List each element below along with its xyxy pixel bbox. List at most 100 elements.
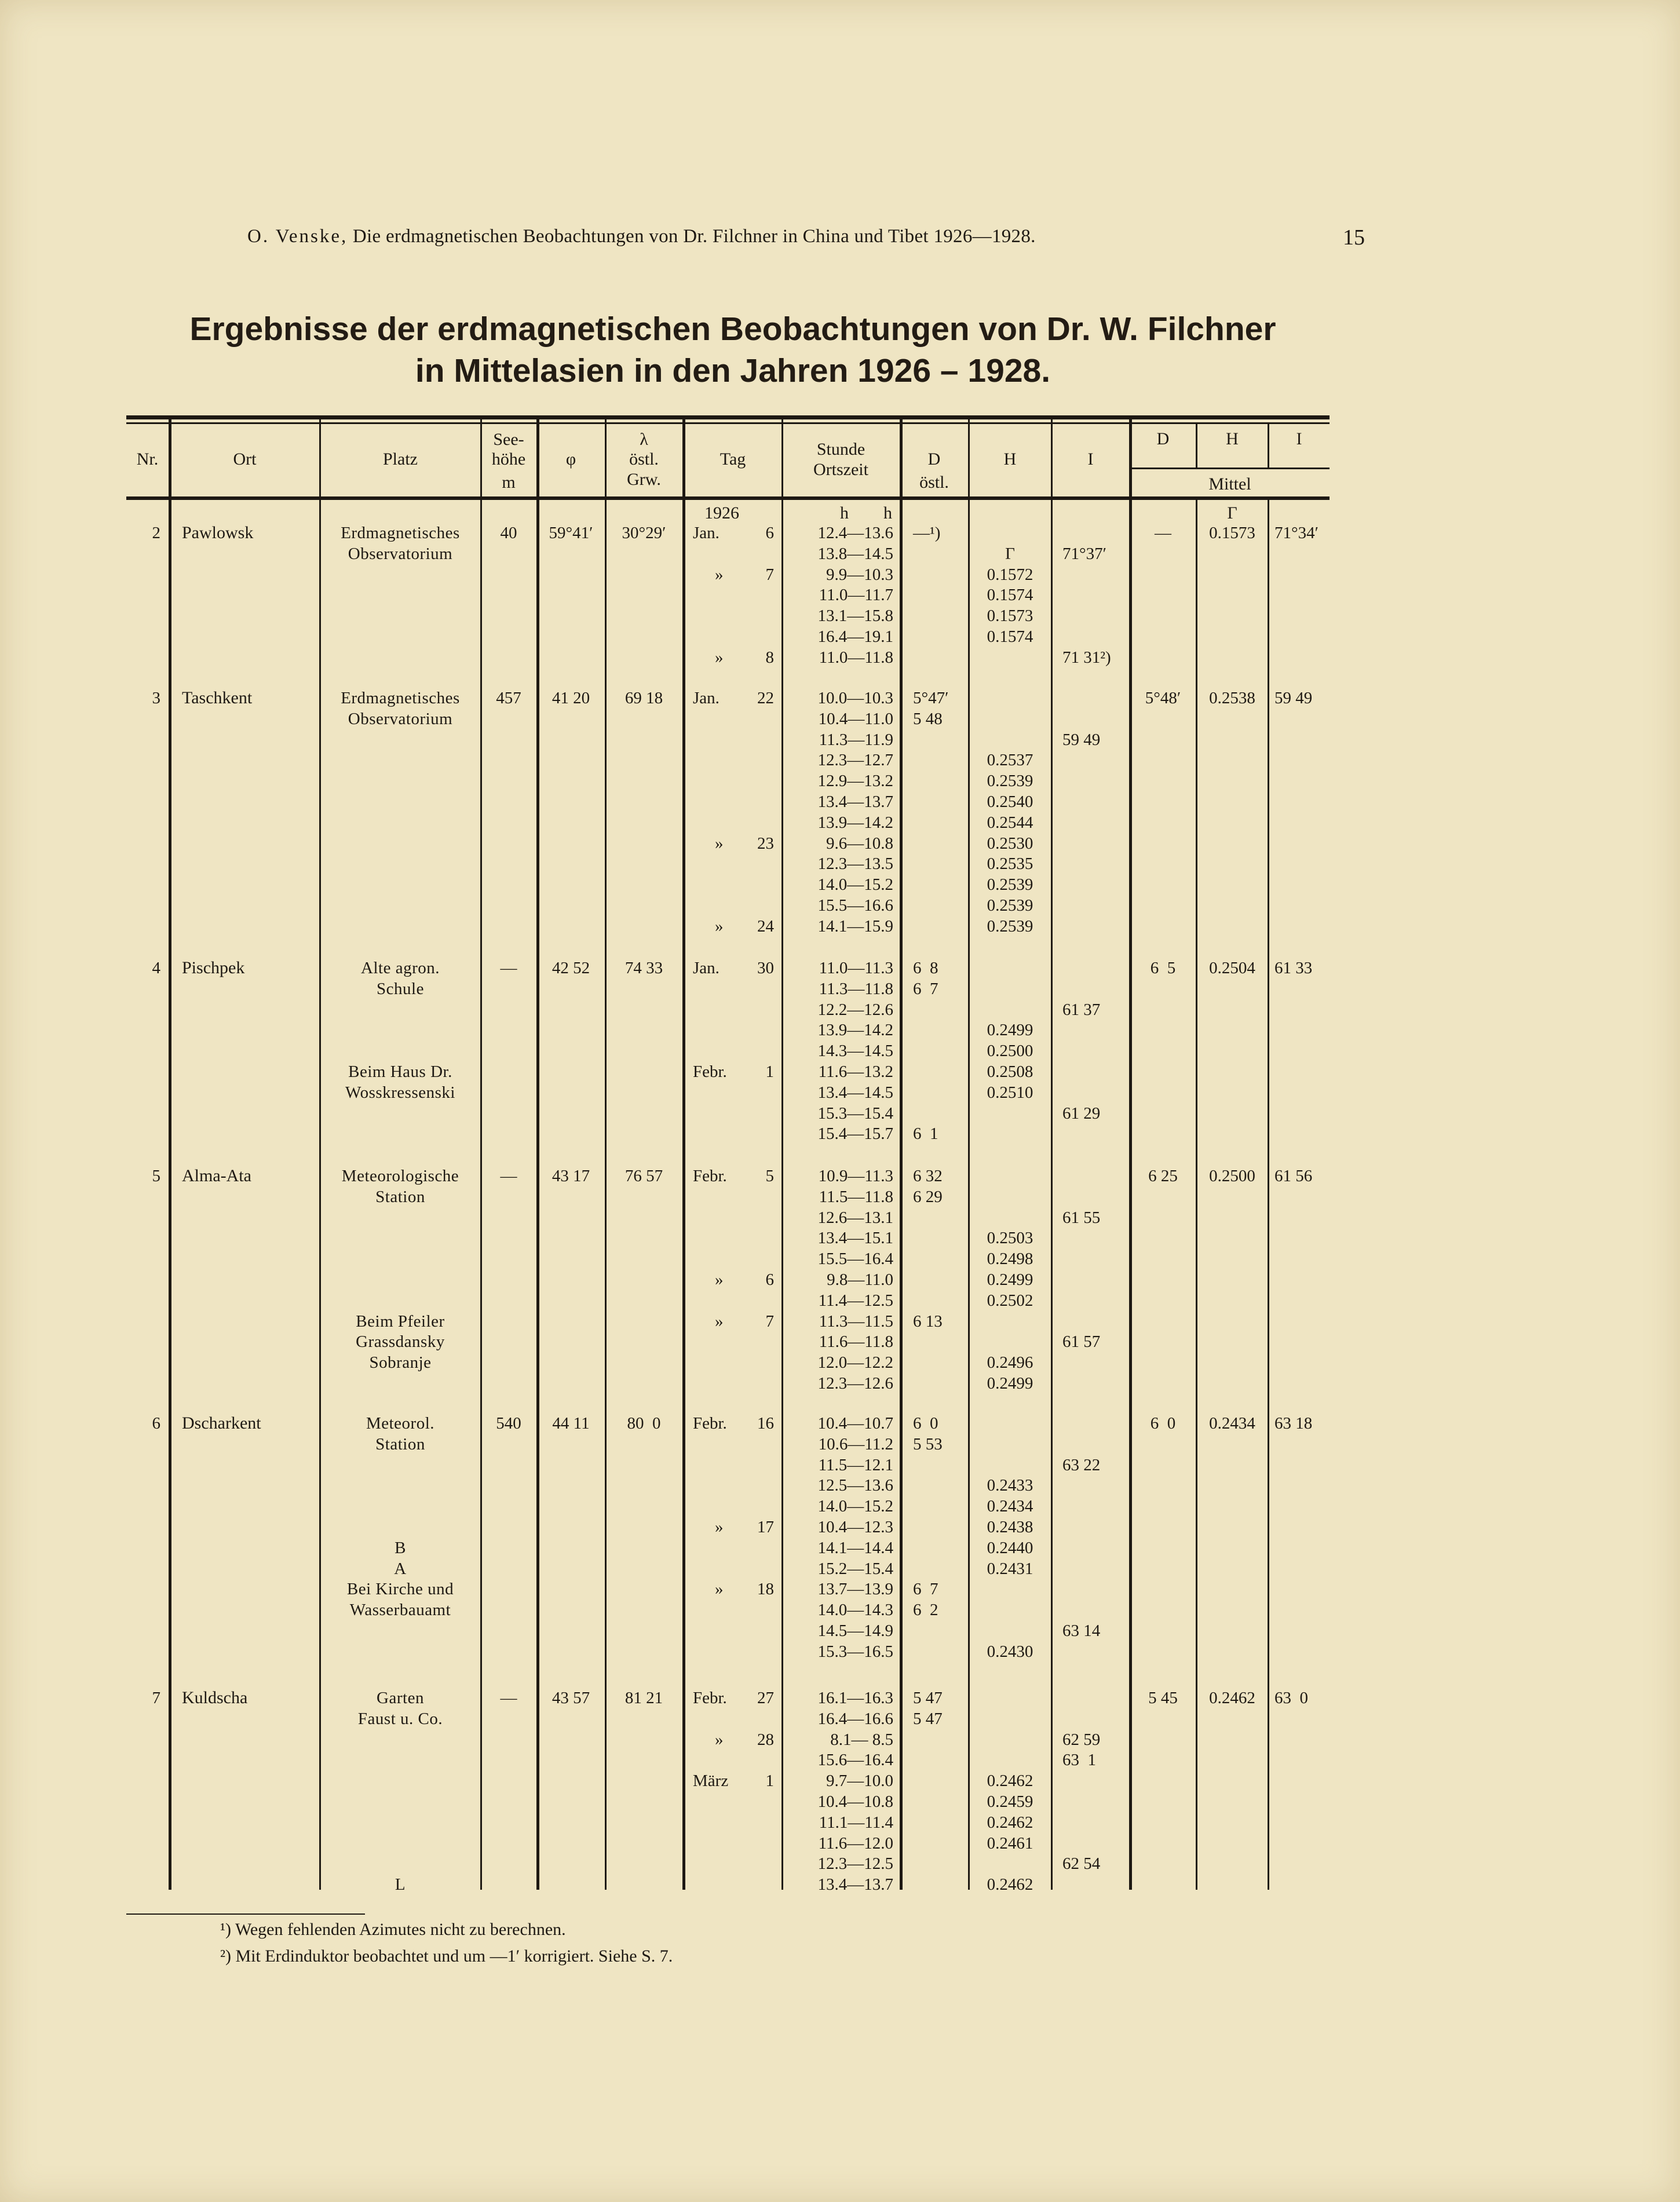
column-divider [1268, 500, 1269, 1890]
mittel-horizontal-intensity: 0.2434 [1209, 1414, 1255, 1433]
observation-horizontal-intensity: 0.1574 [987, 586, 1033, 604]
unit-stunde: h h [840, 503, 892, 523]
observation-declination: 6 8 [913, 959, 938, 977]
observation-horizontal-intensity: 0.2500 [987, 1042, 1033, 1060]
observation-inclination: 62 54 [1062, 1854, 1101, 1873]
observation-horizontal-intensity: 0.2503 [987, 1229, 1033, 1247]
header-mittel-h: H [1226, 429, 1239, 448]
mittel-inclination: 71°34′ [1274, 524, 1319, 542]
mittel-inclination: 63 0 [1274, 1689, 1308, 1707]
observation-horizontal-intensity: 0.2433 [987, 1476, 1033, 1495]
observation-horizontal-intensity: 0.2539 [987, 896, 1033, 915]
unit-year: 1926 [704, 503, 739, 523]
observation-time: 14.1—14.4 [817, 1539, 894, 1557]
station-number: 5 [152, 1167, 161, 1185]
observation-time: 11.6—11.8 [819, 1332, 893, 1351]
observation-site: Wosskressenski [345, 1083, 455, 1102]
header-seehoehe-unit: m [502, 473, 516, 492]
column-divider [682, 418, 685, 1890]
observation-time: 10.9—11.3 [818, 1167, 893, 1185]
running-head: O. Venske, Die erdmagnetischen Beobachtu… [247, 226, 1036, 247]
observation-time: 16.1—16.3 [817, 1689, 894, 1707]
observation-time: 11.1—11.4 [819, 1813, 893, 1832]
observation-day: 17 [757, 1518, 774, 1536]
mittel-horizontal-intensity: 0.2538 [1209, 689, 1255, 707]
observation-day: 28 [757, 1730, 774, 1749]
observation-site: Bei Kirche und [346, 1580, 454, 1598]
observation-horizontal-intensity: 0.2462 [987, 1875, 1033, 1894]
observation-time: 12.3—12.7 [817, 751, 894, 769]
observation-time: 14.0—15.2 [817, 1497, 894, 1516]
header-i: I [1087, 450, 1094, 469]
observation-inclination: 61 57 [1062, 1332, 1101, 1351]
observation-day: 5 [765, 1167, 775, 1185]
observation-horizontal-intensity: 0.2434 [987, 1497, 1033, 1516]
observation-time: 11.5—12.1 [818, 1456, 893, 1474]
observation-time: 9.6—10.8 [826, 834, 893, 853]
station-longitude: 80 0 [627, 1414, 661, 1433]
observation-month: » [715, 1312, 724, 1331]
observation-site: Faust u. Co. [357, 1710, 443, 1728]
observation-horizontal-intensity: 0.2502 [987, 1291, 1033, 1310]
observation-time: 15.5—16.4 [817, 1250, 894, 1268]
mittel-declination: 6 0 [1150, 1414, 1176, 1433]
station-number: 6 [152, 1414, 161, 1433]
observation-time: 12.9—13.2 [817, 772, 894, 790]
observation-time: 16.4—19.1 [817, 627, 894, 646]
observation-site: Observatorium [348, 545, 453, 563]
observation-time: 12.3—12.5 [817, 1854, 894, 1873]
observation-inclination: 71 31²) [1062, 648, 1111, 667]
column-divider [319, 418, 321, 1890]
station-longitude: 69 18 [624, 689, 663, 707]
observation-declination: 5 47 [913, 1710, 943, 1728]
observation-time: 15.4—15.7 [817, 1124, 894, 1143]
observation-inclination: 62 59 [1062, 1730, 1101, 1749]
header-ort: Ort [233, 450, 257, 469]
observation-month: Febr. [693, 1167, 727, 1185]
observation-site: Station [375, 1435, 425, 1454]
observation-time: 12.2—12.6 [817, 1000, 894, 1019]
observation-horizontal-intensity: 0.2459 [987, 1792, 1033, 1811]
header-phi: φ [565, 450, 576, 469]
footnote-1: ¹) Wegen fehlenden Azimutes nicht zu ber… [220, 1920, 566, 1939]
observation-month: » [715, 917, 724, 936]
header-h: H [1003, 450, 1017, 469]
running-head-text: Die erdmagnetischen Beobachtungen von Dr… [352, 226, 1036, 247]
observation-site: Observatorium [348, 710, 453, 728]
observation-time: 15.2—15.4 [817, 1560, 894, 1578]
column-divider [169, 418, 171, 1890]
station-name: Dscharkent [182, 1414, 261, 1433]
observation-time: 10.4—12.3 [817, 1518, 894, 1536]
header-stunde: Ortszeit [813, 460, 868, 479]
observation-site: A [394, 1560, 407, 1578]
observation-month: März [693, 1772, 729, 1790]
observation-time: 9.9—10.3 [826, 565, 893, 584]
station-name: Pischpek [182, 958, 245, 977]
observation-horizontal-intensity: 0.2535 [987, 854, 1033, 873]
observation-time: 11.0—11.7 [819, 586, 893, 604]
observation-horizontal-intensity: 0.2537 [987, 751, 1033, 769]
observation-horizontal-intensity: Γ [1005, 545, 1015, 563]
observation-month: » [715, 565, 724, 584]
observation-horizontal-intensity: 0.2530 [987, 834, 1033, 853]
observation-month: Febr. [693, 1414, 727, 1433]
page-title-line-1: Ergebnisse der erdmagnetischen Beobachtu… [189, 311, 1276, 348]
observation-day: 7 [765, 1312, 775, 1331]
observation-site: Sobranje [369, 1353, 432, 1372]
observation-time: 13.8—14.5 [817, 545, 894, 563]
observation-time: 10.6—11.2 [818, 1435, 893, 1454]
column-divider [781, 418, 783, 1890]
running-head-author: O. Venske, [247, 226, 348, 247]
observation-time: 11.3—11.9 [819, 731, 893, 749]
observation-horizontal-intensity: 0.2498 [987, 1250, 1033, 1268]
observation-time: 13.9—14.2 [817, 1021, 894, 1039]
observation-time: 11.3—11.8 [819, 980, 893, 998]
observation-horizontal-intensity: 0.2539 [987, 875, 1033, 894]
observation-month: Jan. [693, 959, 720, 977]
observation-time: 14.0—14.3 [817, 1601, 894, 1619]
station-longitude: 76 57 [624, 1167, 663, 1185]
observation-horizontal-intensity: 0.2461 [987, 1834, 1033, 1853]
observation-time: 12.4—13.6 [817, 524, 894, 542]
observation-time: 9.7—10.0 [826, 1772, 893, 1790]
observation-declination: 6 29 [913, 1188, 943, 1206]
